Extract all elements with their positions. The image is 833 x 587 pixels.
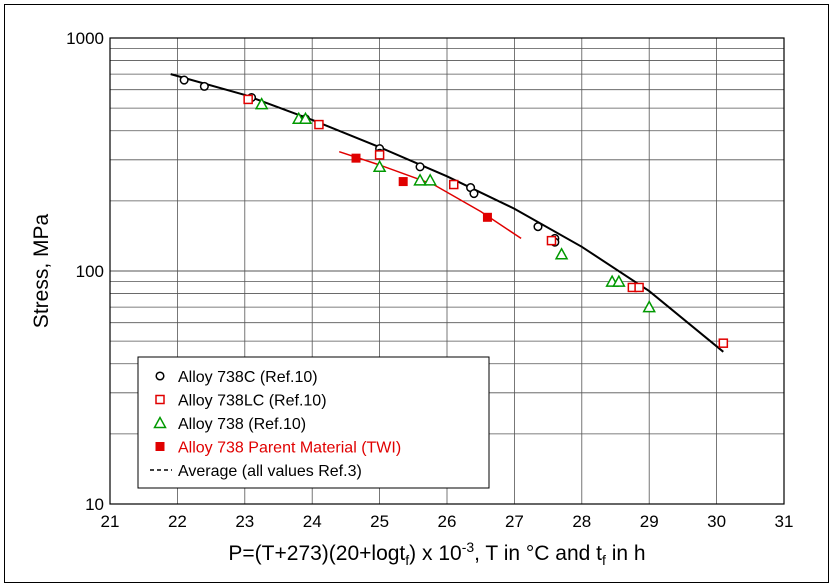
legend-label: Alloy 738LC (Ref.10) <box>178 393 327 410</box>
x-tick-labels: 21 22 23 24 25 26 27 28 29 30 31 <box>101 512 794 531</box>
data-point <box>448 179 459 190</box>
x-axis-title-part: P=(T+273)(20+logt <box>228 542 405 565</box>
data-point <box>179 75 189 85</box>
plot-area-border <box>109 37 785 505</box>
legend-label: Alloy 738 (Ref.10) <box>178 416 306 433</box>
legend-label: Alloy 738 Parent Material (TWI) <box>178 440 401 457</box>
data-point <box>554 247 569 260</box>
data-point <box>482 212 492 222</box>
y-tick-label: 1000 <box>66 29 104 48</box>
x-tick-label: 23 <box>235 512 254 531</box>
legend-marker <box>155 394 165 405</box>
x-tick-label: 30 <box>707 512 726 531</box>
x-axis-title-end: in h <box>606 542 646 565</box>
x-axis-title-mid: ) x 10 <box>409 542 462 565</box>
legend: Alloy 738C (Ref.10) Alloy 738LC (Ref.10) A… <box>137 356 490 489</box>
legend-marker <box>155 442 165 451</box>
x-axis-title-tail: , T in °C and t <box>474 542 602 565</box>
data-point <box>351 153 361 163</box>
x-tick-label: 26 <box>438 512 457 531</box>
data-point <box>374 150 385 160</box>
y-axis-title: Stress, MPa <box>30 214 53 329</box>
data-point <box>415 162 425 172</box>
legend-box <box>137 356 490 489</box>
legend-label: Alloy 738C (Ref.10) <box>178 369 318 386</box>
x-axis-title: P=(T+273)(20+logtf) x 10-3, T in °C and … <box>228 539 645 568</box>
twi-fit-line <box>338 150 522 240</box>
x-tick-label: 28 <box>572 512 591 531</box>
x-tick-label: 25 <box>370 512 389 531</box>
x-tick-label: 27 <box>505 512 524 531</box>
data-point <box>398 177 408 187</box>
data-point <box>254 97 269 110</box>
data-point <box>423 173 437 186</box>
legend-label: Average (all values Ref.3) <box>178 463 362 480</box>
x-tick-label: 22 <box>168 512 187 531</box>
data-point <box>533 222 543 232</box>
x-tick-label: 21 <box>101 512 120 531</box>
x-tick-label: 24 <box>303 512 322 531</box>
data-point <box>718 338 729 348</box>
y-tick-label: 10 <box>85 495 104 514</box>
y-tick-label: 100 <box>76 262 104 281</box>
data-point <box>612 274 626 287</box>
data-point <box>469 188 479 199</box>
legend-marker <box>153 415 167 429</box>
x-tick-label: 29 <box>640 512 659 531</box>
x-tick-label: 31 <box>775 512 794 531</box>
data-point <box>372 159 387 173</box>
x-axis-title-sub: f <box>405 552 409 568</box>
data-point <box>413 173 427 186</box>
y-tick-labels: 10 100 1000 <box>66 29 104 514</box>
average-curve <box>170 73 724 353</box>
data-point <box>243 94 253 105</box>
data-markers <box>179 75 729 348</box>
x-axis-title-sup: -3 <box>462 539 475 555</box>
x-axis-title-sub2: f <box>602 552 606 568</box>
data-point <box>642 300 656 313</box>
data-point <box>199 81 209 91</box>
data-point <box>314 119 324 130</box>
legend-marker <box>155 371 165 381</box>
data-point <box>298 111 313 125</box>
data-point <box>634 282 644 293</box>
data-point <box>546 235 557 246</box>
